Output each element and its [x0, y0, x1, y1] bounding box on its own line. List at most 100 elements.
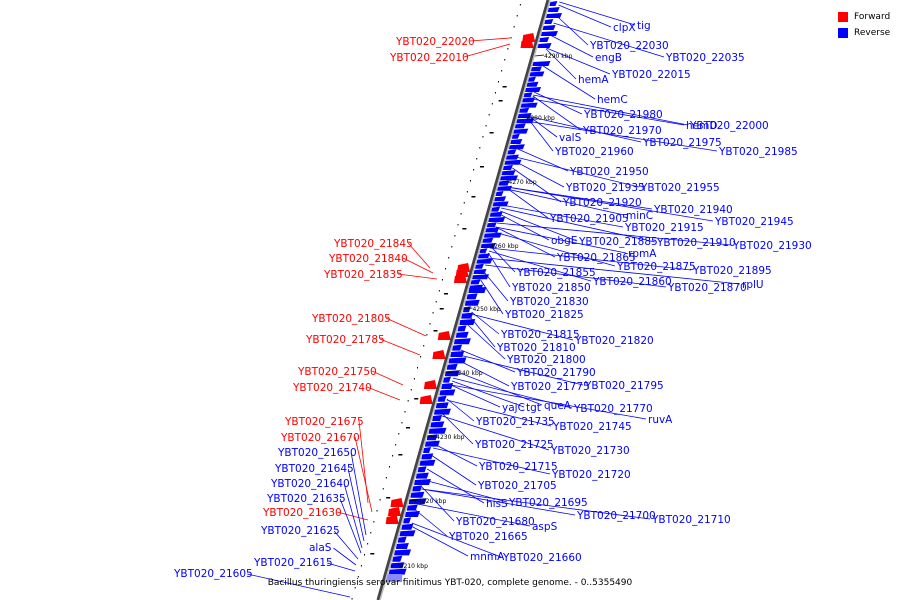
reverse-leader-line [410, 525, 469, 557]
track-dot [404, 411, 406, 413]
reverse-leader-line [470, 313, 574, 341]
reverse-leader-line [421, 488, 576, 516]
reverse-gene-label-rplu: rplU [742, 279, 764, 291]
reverse-leader-line [558, 4, 612, 28]
reverse-gene-block [473, 269, 487, 274]
track-dot [448, 257, 450, 259]
track-dot [407, 400, 409, 402]
track-dot [460, 213, 462, 215]
track-dot [392, 455, 394, 457]
track-dash [386, 497, 391, 499]
reverse-gene-label-ybt020-22035: YBT020_22035 [665, 52, 745, 64]
reverse-gene-label-ybt020-21955: YBT020_21955 [640, 182, 720, 194]
forward-leader-line [469, 37, 511, 42]
track-dash [502, 86, 507, 88]
track-dash [471, 196, 476, 198]
tick-mark [517, 116, 527, 119]
track-dot [463, 202, 465, 204]
reverse-gene-block [517, 113, 532, 118]
reverse-gene-block [477, 253, 490, 259]
track-dot [498, 81, 500, 83]
reverse-gene-block [453, 338, 471, 345]
forward-gene-label-ybt020-21785: YBT020_21785 [305, 334, 385, 346]
reverse-gene-block [523, 92, 533, 98]
reverse-gene-label-ybt020-21945: YBT020_21945 [714, 216, 794, 228]
reverse-gene-block [426, 434, 438, 441]
reverse-gene-block [547, 7, 560, 12]
track-dot [476, 158, 478, 160]
reverse-gene-block [399, 530, 416, 537]
reverse-gene-label-ybt020-21730: YBT020_21730 [550, 445, 630, 457]
reverse-gene-block [452, 344, 463, 351]
reverse-gene-block [466, 293, 478, 300]
reverse-leader-line [454, 370, 543, 406]
reverse-gene-block [430, 421, 445, 428]
reverse-gene-block [395, 543, 409, 549]
reverse-gene-block [446, 363, 458, 370]
reverse-gene-label-ybt020-21735: YBT020_21735 [475, 416, 555, 428]
reverse-leader-line [546, 47, 611, 75]
reverse-gene-label-ybt020-21860: YBT020_21860 [592, 276, 672, 288]
reverse-gene-block [527, 76, 536, 82]
track-dash [398, 454, 403, 456]
forward-gene-label-ybt020-21805: YBT020_21805 [311, 313, 391, 325]
reverse-leader-line [327, 562, 356, 572]
tick-label: 4280 kbp [527, 115, 555, 122]
legend-forward-label: Forward [854, 12, 891, 22]
reverse-leader-line [446, 399, 552, 427]
reverse-leader-line [495, 226, 627, 254]
reverse-leader-line [450, 384, 647, 420]
track-dot [373, 521, 375, 523]
forward-gene-label-ybt020-21845: YBT020_21845 [333, 238, 413, 250]
reverse-gene-label-yajc: yajC [502, 402, 525, 414]
track-dot [504, 59, 506, 61]
track-dot [451, 246, 453, 248]
reverse-gene-label-ybt020-21770: YBT020_21770 [573, 403, 653, 415]
tick-label: 4210 kbp [400, 563, 428, 570]
reverse-gene-block [511, 133, 520, 139]
track-dot [364, 554, 366, 556]
reverse-leader-line [495, 226, 556, 258]
reverse-leader-line [484, 264, 667, 288]
reverse-gene-block [397, 536, 407, 543]
track-dot [423, 345, 425, 347]
reverse-gene-block [525, 87, 542, 92]
reverse-gene-block [492, 201, 509, 207]
reverse-leader-line [533, 91, 583, 115]
reverse-gene-block [404, 511, 420, 517]
genome-axis-highlight [379, 0, 551, 600]
reverse-gene-block [424, 440, 440, 447]
track-dot [473, 169, 475, 171]
forward-gene-block [419, 395, 433, 404]
legend: Forward Reverse [838, 9, 890, 41]
track-dot [413, 378, 415, 380]
reverse-gene-block [507, 149, 517, 155]
reverse-leader-line [527, 115, 642, 143]
tick-mark [409, 499, 419, 502]
reverse-gene-block [415, 472, 429, 479]
forward-leader-line [407, 242, 431, 269]
reverse-gene-label-ybt020-21640: YBT020_21640 [270, 478, 350, 490]
reverse-gene-block [532, 61, 551, 66]
tick-label: 4270 kbp [508, 179, 536, 186]
forward-gene-block [390, 498, 404, 507]
reverse-gene-label-ybt020-21665: YBT020_21665 [448, 531, 528, 543]
reverse-gene-label-vals: valS [559, 132, 582, 144]
track-dot [351, 598, 353, 600]
reverse-gene-label-ybt020-21705: YBT020_21705 [477, 480, 557, 492]
reverse-swatch [838, 28, 848, 38]
track-dash [414, 398, 419, 400]
track-dot [494, 92, 496, 94]
track-dot [379, 499, 381, 501]
tick-label: 4250 kbp [472, 306, 500, 313]
track-dot [457, 224, 459, 226]
reverse-leader-line [515, 156, 640, 188]
reverse-gene-label-ybt020-21935: YBT020_21935 [565, 182, 645, 194]
track-dot [488, 114, 490, 116]
reverse-gene-label-ybt020-21850: YBT020_21850 [511, 282, 591, 294]
reverse-leader-line [500, 210, 578, 242]
reverse-gene-label-ybt020-21710: YBT020_21710 [651, 514, 731, 526]
track-dash [462, 228, 467, 230]
reverse-gene-label-ybt020-21905: YBT020_21905 [549, 213, 629, 225]
track-dot [485, 125, 487, 127]
